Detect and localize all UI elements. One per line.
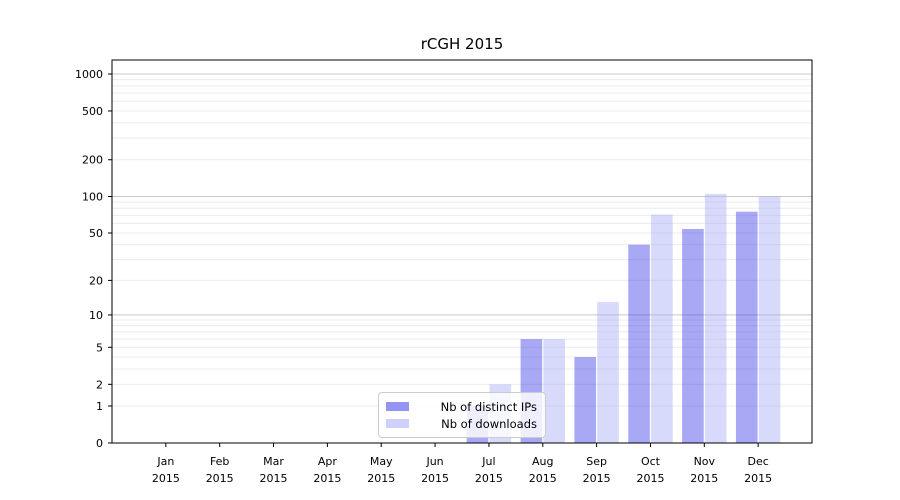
x-tick-label-year: 2015 <box>583 472 611 485</box>
bar-0-Nov <box>682 228 704 443</box>
bar-0-Dec <box>735 211 758 443</box>
x-tick-label-month: Nov <box>694 455 716 468</box>
x-tick-label-year: 2015 <box>152 472 180 485</box>
chart-title: rCGH 2015 <box>420 35 504 53</box>
y-tick-label: 100 <box>82 191 103 204</box>
legend-row-downloads: Nb of downloads <box>386 415 537 432</box>
bar-1-Oct <box>651 214 673 443</box>
x-tick-label-year: 2015 <box>313 472 341 485</box>
bar-1-Aug <box>543 339 565 443</box>
y-tick-label: 50 <box>89 227 103 240</box>
y-tick-label: 10 <box>89 309 103 322</box>
legend-swatch-downloads <box>386 419 409 428</box>
x-tick-label-month: Mar <box>263 455 284 468</box>
y-tick-label: 200 <box>82 154 103 167</box>
x-tick-label-month: Sep <box>586 455 607 468</box>
bar-1-Sep <box>597 302 619 443</box>
x-tick-label-year: 2015 <box>367 472 395 485</box>
x-tick-label-year: 2015 <box>529 472 557 485</box>
bar-1-Nov <box>704 193 727 443</box>
x-tick-label-month: Apr <box>318 455 338 468</box>
x-tick-label-year: 2015 <box>690 472 718 485</box>
legend: Nb of distinct IPs Nb of downloads <box>378 392 546 438</box>
bar-0-Oct <box>628 244 650 443</box>
x-tick-label-year: 2015 <box>636 472 664 485</box>
legend-label-distinct-ips: Nb of distinct IPs <box>440 399 537 414</box>
y-tick-label: 20 <box>89 274 103 287</box>
y-tick-label: 1000 <box>75 68 103 81</box>
legend-label-downloads: Nb of downloads <box>441 416 537 431</box>
x-tick-label-year: 2015 <box>475 472 503 485</box>
x-tick-label-month: Jul <box>481 455 495 468</box>
x-tick-label-month: May <box>370 455 393 468</box>
axes-box <box>111 59 813 444</box>
y-tick-label: 0 <box>96 437 103 450</box>
x-tick-label-year: 2015 <box>744 472 772 485</box>
x-tick-label-month: Aug <box>532 455 553 468</box>
legend-row-distinct-ips: Nb of distinct IPs <box>386 398 537 415</box>
y-tick-label: 5 <box>96 341 103 354</box>
y-tick-label: 2 <box>96 378 103 391</box>
y-tick-label: 1 <box>96 400 103 413</box>
bar-0-Sep <box>574 357 597 443</box>
y-tick-label: 500 <box>82 105 103 118</box>
x-tick-label-month: Jan <box>156 455 174 468</box>
x-tick-label-month: Jun <box>425 455 443 468</box>
x-tick-label-year: 2015 <box>206 472 234 485</box>
x-tick-label-month: Dec <box>748 455 769 468</box>
x-tick-label-month: Feb <box>210 455 229 468</box>
x-tick-label-year: 2015 <box>260 472 288 485</box>
x-tick-label-year: 2015 <box>421 472 449 485</box>
bar-1-Dec <box>758 196 781 443</box>
x-tick-label-month: Oct <box>641 455 661 468</box>
legend-swatch-distinct-ips <box>386 402 409 411</box>
